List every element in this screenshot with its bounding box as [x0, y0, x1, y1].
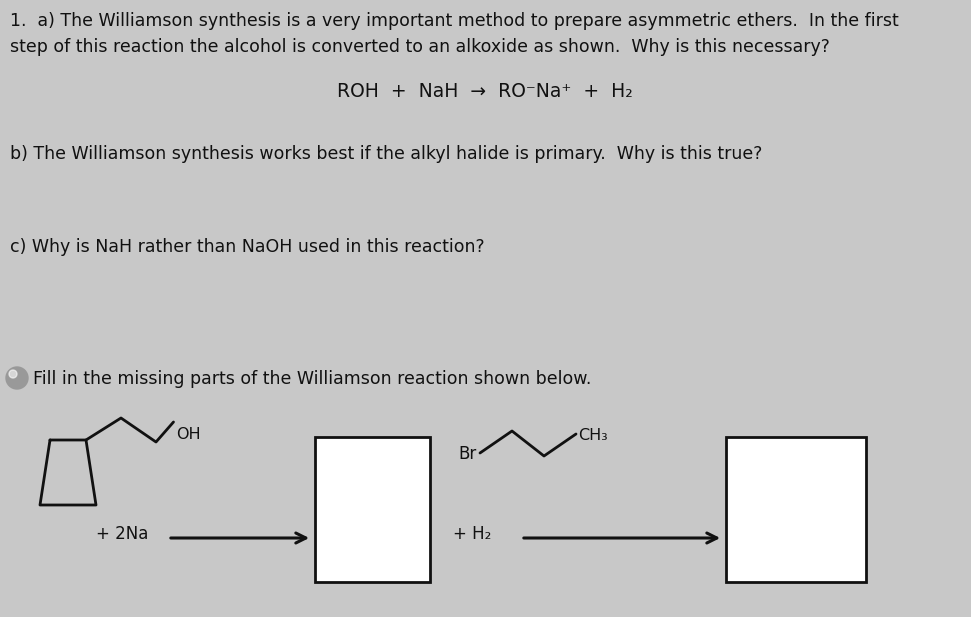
- Bar: [315, 437, 430, 582]
- Text: CH₃: CH₃: [578, 428, 608, 444]
- Text: + H₂: + H₂: [453, 525, 491, 543]
- Text: OH: OH: [177, 427, 201, 442]
- Circle shape: [6, 367, 28, 389]
- Circle shape: [9, 370, 17, 378]
- Text: Br: Br: [458, 445, 476, 463]
- Text: 1.  a) The Williamson synthesis is a very important method to prepare asymmetric: 1. a) The Williamson synthesis is a very…: [10, 12, 899, 30]
- Text: Fill in the missing parts of the Williamson reaction shown below.: Fill in the missing parts of the William…: [33, 370, 591, 388]
- Text: ROH  +  NaH  →  RO⁻Na⁺  +  H₂: ROH + NaH → RO⁻Na⁺ + H₂: [337, 82, 633, 101]
- Text: b) The Williamson synthesis works best if the alkyl halide is primary.  Why is t: b) The Williamson synthesis works best i…: [10, 145, 762, 163]
- Text: step of this reaction the alcohol is converted to an alkoxide as shown.  Why is : step of this reaction the alcohol is con…: [10, 38, 830, 56]
- Bar: [726, 437, 866, 582]
- Text: c) Why is NaH rather than NaOH used in this reaction?: c) Why is NaH rather than NaOH used in t…: [10, 238, 485, 256]
- Text: + 2Na: + 2Na: [96, 525, 149, 543]
